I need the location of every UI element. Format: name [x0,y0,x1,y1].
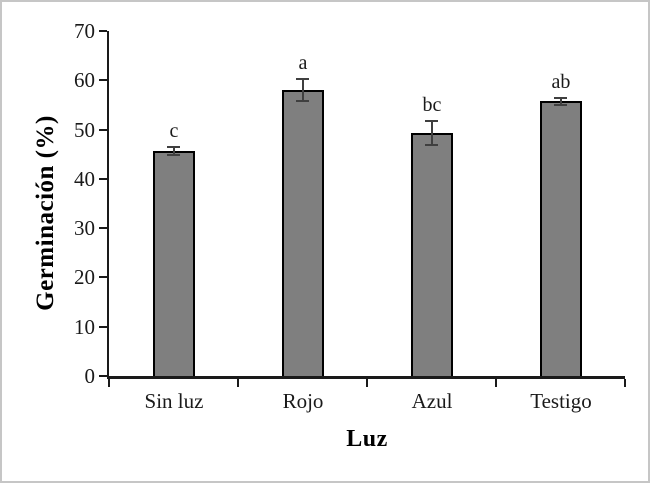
error-bar-rojo [296,78,309,102]
x-axis-title: Luz [346,426,388,452]
bar-sin-luz [153,151,195,376]
error-bar-part [554,97,567,99]
error-bar-part [167,154,180,156]
y-axis-tick-label: 60 [74,68,95,92]
sig-letter-rojo: a [298,52,308,74]
y-axis-tick-label: 0 [84,364,96,388]
y-axis-tick [99,129,107,131]
y-axis-tick [99,178,107,180]
y-axis-tick-label: 70 [74,19,95,43]
bar-rojo [282,90,324,376]
y-axis-tick [99,276,107,278]
error-bar-testigo [554,97,567,106]
y-axis-tick-label: 30 [74,216,95,240]
x-axis-tick [108,379,110,387]
y-axis-tick [99,79,107,81]
y-axis-tick [99,30,107,32]
sig-letter-testigo: ab [551,71,571,93]
error-bar-part [172,146,175,156]
x-axis-tick [366,379,368,387]
y-axis-tick [99,227,107,229]
category-label-azul: Azul [411,389,453,413]
category-label-testigo: Testigo [530,389,592,413]
plot-area: 0 10 20 30 40 50 60 70 c Sin luz a Rojo bc Azul ab Test… [74,19,626,413]
error-bar-part [554,104,567,106]
x-axis-tick [237,379,239,387]
y-axis-tick-label: 40 [74,167,95,191]
error-bar-sin-luz [167,146,180,156]
error-bar-part [296,78,309,80]
category-label-sin-luz: Sin luz [144,389,204,413]
y-axis-tick [99,375,107,377]
y-axis-tick [99,326,107,328]
bar-azul [411,133,453,376]
x-axis-tick [624,379,626,387]
error-bar-azul [425,120,438,146]
x-axis-tick [495,379,497,387]
error-bar-part [430,120,433,146]
error-bar-part [425,144,438,146]
y-axis-tick-label: 10 [74,315,95,339]
error-bar-part [301,78,304,102]
error-bar-part [296,100,309,102]
category-label-rojo: Rojo [282,389,324,413]
y-axis-tick-label: 50 [74,118,95,142]
bar-testigo [540,101,582,376]
sig-letter-sin-luz: c [169,120,179,142]
error-bar-part [559,97,562,106]
y-axis-tick-label: 20 [74,265,95,289]
sig-letter-azul: bc [422,94,442,116]
error-bar-part [425,120,438,122]
error-bar-part [167,146,180,148]
